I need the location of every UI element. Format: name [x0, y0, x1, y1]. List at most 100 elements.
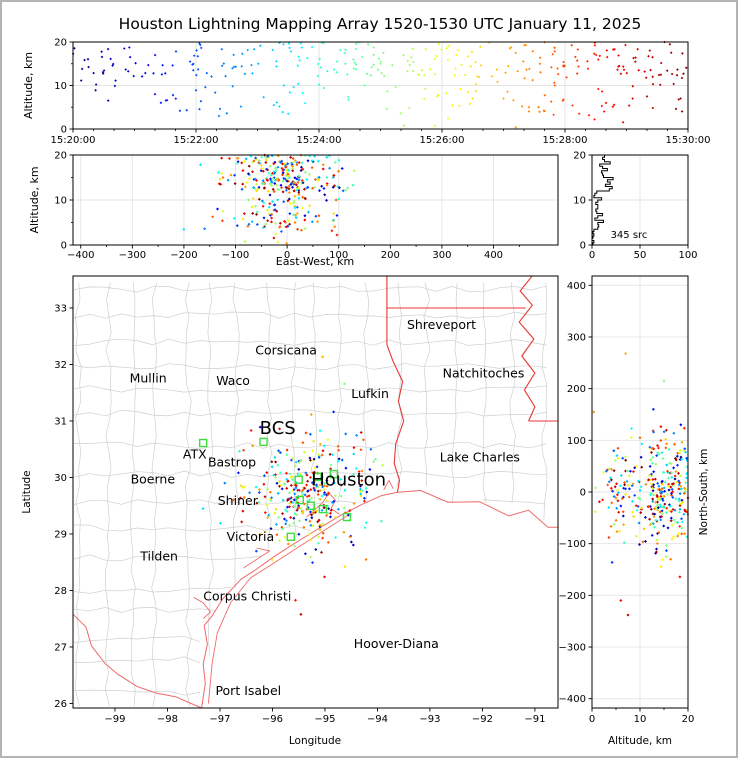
scatter-point — [551, 52, 555, 56]
scatter-point — [282, 168, 286, 172]
scatter-point — [296, 488, 300, 492]
scatter-point — [269, 179, 273, 183]
altitude-histogram-panel: 0 50 100 0 10 20 — [573, 151, 697, 262]
scatter-point — [451, 104, 454, 107]
scatter-point — [241, 52, 244, 56]
scatter-point — [468, 102, 472, 106]
scatter-point — [283, 517, 286, 521]
lma-station-marker — [329, 469, 339, 479]
scatter-point — [275, 65, 278, 68]
scatter-point — [311, 561, 314, 565]
scatter-point — [316, 159, 320, 163]
scatter-point — [676, 534, 680, 538]
scatter-point — [621, 121, 625, 124]
scatter-point — [286, 224, 290, 228]
scatter-point — [344, 432, 348, 436]
scatter-point — [296, 472, 300, 476]
scatter-point — [634, 534, 638, 538]
scatter-point — [264, 158, 268, 162]
scatter-point — [292, 516, 296, 520]
scatter-point — [221, 176, 225, 179]
scatter-point — [251, 197, 255, 201]
scatter-point — [366, 43, 370, 46]
north-south-tick-label: −300 — [559, 643, 586, 654]
scatter-point — [474, 89, 478, 93]
map-label-houston: Houston — [311, 469, 386, 490]
scatter-point — [382, 51, 385, 55]
scatter-point — [346, 95, 350, 99]
time-tick-label: 15:24:00 — [297, 135, 342, 146]
scatter-point — [272, 236, 276, 240]
scatter-point — [182, 227, 186, 231]
scatter-point — [670, 523, 674, 527]
scatter-point — [301, 492, 305, 496]
scatter-point — [287, 168, 291, 172]
scatter-point — [257, 62, 260, 65]
map-label-bastrop: Bastrop — [208, 455, 256, 470]
scatter-point — [538, 110, 541, 114]
scatter-point — [109, 57, 112, 61]
scatter-point — [613, 48, 616, 51]
scatter-point — [307, 494, 311, 498]
scatter-point — [607, 467, 611, 471]
scatter-point — [495, 68, 499, 71]
scatter-point — [523, 77, 526, 80]
scatter-point — [243, 72, 247, 76]
scatter-point — [336, 444, 340, 448]
scatter-point — [288, 212, 292, 216]
scatter-point — [525, 68, 528, 71]
scatter-point — [275, 533, 279, 537]
scatter-point — [306, 159, 310, 163]
scatter-point — [192, 62, 195, 66]
scatter-point — [657, 446, 661, 450]
scatter-point — [281, 190, 285, 194]
scatter-point — [665, 493, 669, 496]
scatter-point — [651, 106, 655, 110]
altitude-tick-label: 0 — [580, 241, 586, 252]
scatter-point — [276, 463, 280, 467]
scatter-point — [287, 184, 291, 188]
top-y-axis-label: Altitude, km — [22, 52, 35, 119]
scatter-point — [358, 484, 362, 488]
scatter-point — [372, 460, 376, 464]
scatter-point — [191, 63, 194, 66]
scatter-point — [672, 535, 676, 539]
scatter-point — [657, 484, 661, 488]
scatter-point — [550, 66, 553, 69]
scatter-point — [258, 532, 262, 536]
scatter-point — [358, 487, 362, 491]
scatter-point — [251, 444, 255, 448]
scatter-point — [299, 458, 303, 462]
lma-station-marker — [295, 495, 304, 505]
scatter-point — [309, 555, 312, 559]
scatter-point — [325, 198, 328, 202]
scatter-point — [650, 451, 653, 454]
scatter-point — [587, 113, 591, 117]
scatter-point — [402, 54, 405, 57]
scatter-point — [297, 192, 301, 196]
scatter-point — [665, 69, 669, 72]
scatter-point — [659, 61, 663, 65]
scatter-point — [234, 65, 237, 69]
scatter-point — [305, 178, 309, 181]
scatter-point — [642, 527, 646, 531]
scatter-point — [677, 497, 681, 501]
scatter-point — [294, 460, 298, 464]
north-south-tick-label: −200 — [559, 591, 586, 602]
scatter-point — [671, 495, 675, 499]
scatter-point — [219, 521, 222, 525]
scatter-point — [586, 60, 589, 63]
scatter-point — [557, 72, 560, 76]
scatter-point — [612, 449, 616, 453]
scatter-point — [357, 470, 361, 474]
scatter-point — [657, 531, 661, 535]
scatter-point — [194, 89, 198, 92]
scatter-point — [539, 71, 542, 74]
scatter-point — [343, 382, 346, 386]
scatter-point — [100, 50, 103, 53]
scatter-point — [283, 162, 287, 166]
scatter-point — [592, 410, 596, 414]
scatter-point — [101, 70, 105, 74]
altitude-tick-label: 0 — [61, 241, 67, 252]
scatter-point — [360, 479, 364, 483]
